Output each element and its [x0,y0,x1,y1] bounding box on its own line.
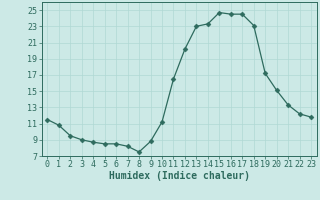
X-axis label: Humidex (Indice chaleur): Humidex (Indice chaleur) [109,171,250,181]
